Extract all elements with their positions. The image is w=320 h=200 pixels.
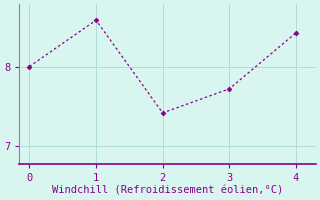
X-axis label: Windchill (Refroidissement éolien,°C): Windchill (Refroidissement éolien,°C) [52,186,283,196]
